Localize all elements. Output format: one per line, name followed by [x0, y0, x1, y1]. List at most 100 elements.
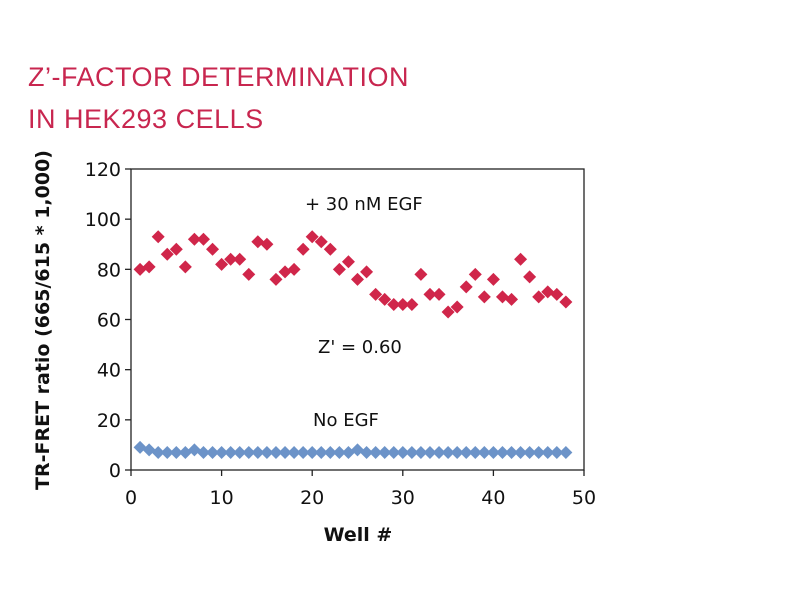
data-point [278, 265, 292, 279]
data-point [206, 445, 220, 459]
y-tick-label: 0 [109, 460, 121, 482]
data-point [550, 445, 564, 459]
data-point [242, 267, 256, 281]
data-point [495, 445, 509, 459]
data-point [296, 445, 310, 459]
data-point [215, 445, 229, 459]
data-point [160, 247, 174, 261]
data-point [532, 445, 546, 459]
data-point [450, 445, 464, 459]
data-point [260, 237, 274, 251]
data-point [251, 445, 265, 459]
annotation-egf: + 30 nM EGF [305, 194, 423, 215]
data-point [133, 262, 147, 276]
data-point [432, 445, 446, 459]
y-tick-label: 60 [97, 310, 121, 332]
data-point [332, 445, 346, 459]
data-point [260, 445, 274, 459]
chart-ticks: 0 10 20 30 40 50 0 20 40 60 80 100 120 [85, 159, 596, 509]
data-point [523, 445, 537, 459]
y-tick-label: 100 [85, 209, 121, 231]
data-point [369, 287, 383, 301]
data-point [287, 262, 301, 276]
y-tick-label: 120 [85, 159, 121, 181]
data-point [133, 440, 147, 454]
x-tick-label: 30 [391, 487, 415, 509]
data-point [550, 287, 564, 301]
data-point [187, 232, 201, 246]
data-point [360, 265, 374, 279]
x-axis-label: Well # [324, 524, 393, 546]
data-point [414, 445, 428, 459]
data-point [151, 230, 165, 244]
data-point [178, 260, 192, 274]
data-point [477, 290, 491, 304]
data-point [287, 445, 301, 459]
data-point [242, 445, 256, 459]
chart-title-line-1: Z’-FACTOR DETERMINATION [28, 62, 409, 92]
data-point [523, 270, 537, 284]
data-point [142, 260, 156, 274]
data-point [341, 445, 355, 459]
data-point [450, 300, 464, 314]
y-axis-label: TR-FRET ratio (665/615 * 1,000) [32, 150, 54, 490]
data-point [323, 445, 337, 459]
data-point [206, 242, 220, 256]
data-point [441, 445, 455, 459]
data-point [160, 445, 174, 459]
data-point [468, 445, 482, 459]
data-point [505, 445, 519, 459]
x-tick-label: 20 [300, 487, 324, 509]
data-point [233, 445, 247, 459]
data-point [532, 290, 546, 304]
data-point [215, 257, 229, 271]
data-point [432, 287, 446, 301]
chart-points [133, 230, 573, 459]
data-point [486, 272, 500, 286]
data-point [459, 280, 473, 294]
data-point [142, 443, 156, 457]
x-tick-label: 0 [125, 487, 137, 509]
data-point [387, 445, 401, 459]
annotation-zprime: Z' = 0.60 [318, 337, 402, 358]
data-point [251, 235, 265, 249]
data-point [396, 445, 410, 459]
x-tick-label: 40 [481, 487, 505, 509]
data-point [187, 443, 201, 457]
data-point [378, 445, 392, 459]
data-point [305, 445, 319, 459]
data-point [468, 267, 482, 281]
data-point [360, 445, 374, 459]
data-point [369, 445, 383, 459]
data-point [459, 445, 473, 459]
y-tick-label: 20 [97, 410, 121, 432]
data-point [196, 445, 210, 459]
data-point [378, 292, 392, 306]
data-point [332, 262, 346, 276]
series-egf [133, 230, 573, 319]
annotation-no-egf: No EGF [313, 410, 379, 431]
data-point [514, 445, 528, 459]
data-point [541, 285, 555, 299]
data-point [396, 297, 410, 311]
series-no-egf [133, 440, 573, 459]
data-point [323, 242, 337, 256]
data-point [169, 242, 183, 256]
data-point [477, 445, 491, 459]
data-point [541, 445, 555, 459]
data-point [224, 445, 238, 459]
data-point [486, 445, 500, 459]
data-point [224, 252, 238, 266]
data-point [314, 445, 328, 459]
data-point [559, 295, 573, 309]
data-point [314, 235, 328, 249]
data-point [414, 267, 428, 281]
data-point [423, 445, 437, 459]
data-point [269, 272, 283, 286]
data-point [233, 252, 247, 266]
data-point [405, 445, 419, 459]
data-point [196, 232, 210, 246]
data-point [269, 445, 283, 459]
chart-title-line-2: IN HEK293 CELLS [28, 104, 264, 134]
